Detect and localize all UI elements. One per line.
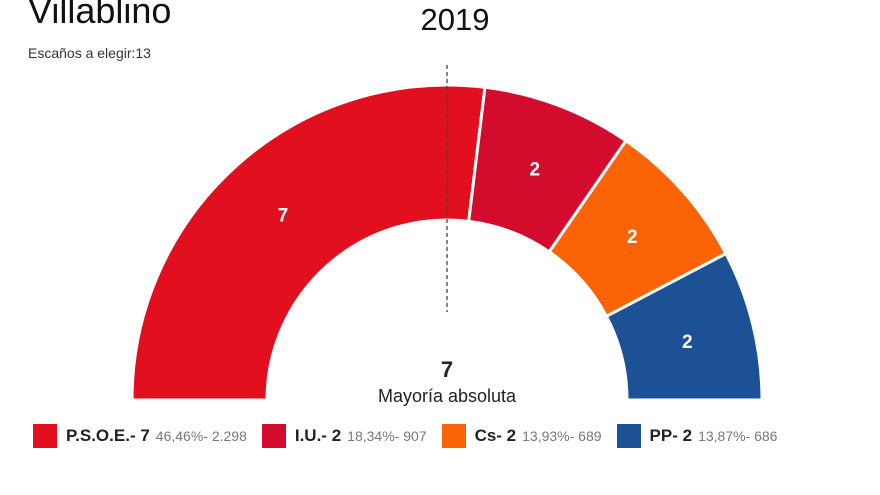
segment-psoe — [130, 83, 487, 402]
election-year: 2019 — [420, 2, 490, 37]
seat-label: 7 — [278, 206, 289, 227]
legend-swatch — [616, 424, 641, 448]
legend-swatch — [261, 424, 286, 448]
segment-pp — [604, 251, 764, 402]
legend-item: PP- 2 13,87%- 686 — [616, 424, 778, 448]
legend: P.S.O.E.- 7 46,46%- 2.298 I.U.- 2 18,34%- 9… — [33, 424, 792, 448]
legend-party: Cs- 2 — [474, 426, 517, 445]
seats-to-elect: Escaños a elegir:13 — [28, 45, 151, 61]
legend-item: P.S.O.E.- 7 46,46%- 2.298 — [33, 424, 247, 448]
seat-label: 2 — [682, 332, 693, 353]
legend-swatch — [33, 424, 57, 448]
legend-item: Cs- 2 13,93%- 689 — [441, 424, 602, 448]
majority-label: Mayoría absoluta — [378, 386, 517, 406]
legend-party: PP- 2 — [649, 426, 693, 445]
legend-party: I.U.- 2 — [294, 426, 342, 445]
legend-party: P.S.O.E.- 7 — [66, 426, 150, 445]
legend-detail: 18,34%- 907 — [347, 428, 427, 444]
legend-detail: 13,93%- 689 — [522, 428, 602, 444]
municipality-title: Villablino — [28, 0, 172, 31]
legend-item: I.U.- 2 18,34%- 907 — [261, 424, 427, 448]
seat-label: 2 — [529, 160, 540, 181]
legend-swatch — [441, 424, 466, 448]
legend-detail: 13,87%- 686 — [698, 428, 778, 444]
seat-label: 2 — [627, 227, 638, 248]
legend-detail: 46,46%- 2.298 — [155, 428, 247, 444]
majority-value: 7 — [441, 357, 453, 382]
